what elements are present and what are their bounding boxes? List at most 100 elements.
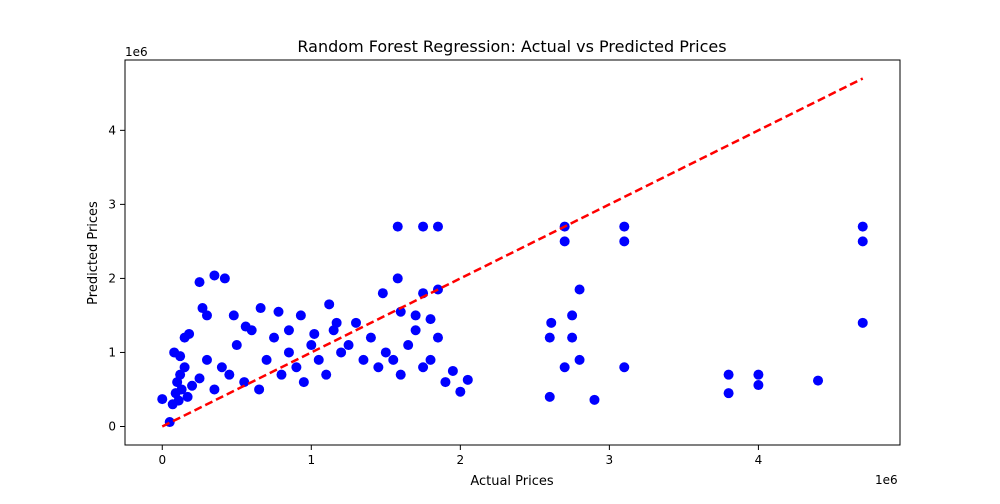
scatter-point xyxy=(462,374,473,385)
scatter-point xyxy=(194,373,205,384)
scatter-point xyxy=(455,386,466,397)
scatter-point xyxy=(857,221,868,232)
y-tick-label: 4 xyxy=(108,123,116,137)
scatter-point xyxy=(176,384,187,395)
scatter-point xyxy=(567,332,578,343)
scatter-point xyxy=(440,377,451,388)
y-tick-label: 2 xyxy=(108,271,116,285)
scatter-point xyxy=(425,354,436,365)
scatter-point xyxy=(157,394,168,405)
x-tick-label: 3 xyxy=(606,453,614,467)
scatter-point xyxy=(187,380,198,391)
scatter-point xyxy=(306,340,317,351)
scatter-point xyxy=(567,310,578,321)
scatter-point xyxy=(216,362,227,373)
scatter-point xyxy=(410,325,421,336)
reference-line-layer xyxy=(161,77,864,428)
scatter-point xyxy=(175,369,186,380)
scatter-point xyxy=(298,377,309,388)
y-tick-label: 3 xyxy=(108,197,116,211)
scatter-point xyxy=(239,377,250,388)
scatter-point xyxy=(313,354,324,365)
scatter-point xyxy=(365,332,376,343)
scatter-point xyxy=(559,236,570,247)
scatter-point xyxy=(261,354,272,365)
scatter-point xyxy=(723,388,734,399)
scatter-point xyxy=(255,303,266,314)
scatter-point xyxy=(544,391,555,402)
scatter-point xyxy=(619,221,630,232)
x-axis-offset-label: 1e6 xyxy=(875,473,898,487)
chart-title: Random Forest Regression: Actual vs Pred… xyxy=(297,37,726,56)
scatter-point xyxy=(179,362,190,373)
scatter-point xyxy=(380,347,391,358)
plot-area-frame xyxy=(124,59,901,446)
scatter-point xyxy=(309,328,320,339)
y-tick-label: 0 xyxy=(108,419,116,433)
scatter-point xyxy=(425,314,436,325)
y-tick-label: 1 xyxy=(108,345,116,359)
scatter-point xyxy=(254,384,265,395)
scatter-point xyxy=(546,317,557,328)
scatter-point xyxy=(392,273,403,284)
points-layer xyxy=(157,221,868,428)
scatter-point xyxy=(418,362,429,373)
scatter-point xyxy=(336,347,347,358)
scatter-point xyxy=(432,332,443,343)
scatter-point xyxy=(358,354,369,365)
scatter-point xyxy=(324,299,335,310)
scatter-point xyxy=(418,221,429,232)
scatter-point xyxy=(194,277,205,288)
scatter-point xyxy=(410,310,421,321)
scatter-point xyxy=(173,395,184,406)
scatter-point xyxy=(197,303,208,314)
scatter-point xyxy=(273,306,284,317)
y-axis-ticks: 0 1 2 3 4 xyxy=(108,123,125,433)
scatter-point xyxy=(182,391,193,402)
scatter-point xyxy=(813,375,824,386)
scatter-point xyxy=(321,369,332,380)
scatter-point xyxy=(447,365,458,376)
x-axis-ticks: 0 1 2 3 4 xyxy=(158,445,762,467)
scatter-point xyxy=(231,340,242,351)
scatter-point xyxy=(228,310,239,321)
scatter-point xyxy=(331,317,342,328)
scatter-point xyxy=(432,221,443,232)
scatter-point xyxy=(295,310,306,321)
scatter-point xyxy=(574,354,585,365)
scatter-point xyxy=(209,270,220,281)
scatter-point xyxy=(373,362,384,373)
scatter-point xyxy=(175,351,186,362)
scatter-point xyxy=(283,325,294,336)
scatter-point xyxy=(857,236,868,247)
scatter-point xyxy=(619,362,630,373)
scatter-point xyxy=(351,317,362,328)
scatter-point xyxy=(276,369,287,380)
scatter-point xyxy=(179,332,190,343)
scatter-point xyxy=(283,347,294,358)
scatter-point xyxy=(723,369,734,380)
x-tick-label: 4 xyxy=(755,453,763,467)
scatter-point xyxy=(589,394,600,405)
x-tick-label: 1 xyxy=(307,453,315,467)
scatter-point xyxy=(291,362,302,373)
scatter-point xyxy=(219,273,230,284)
scatter-point xyxy=(574,284,585,295)
scatter-point xyxy=(240,321,251,332)
scatter-point xyxy=(392,221,403,232)
scatter-point xyxy=(753,380,764,391)
scatter-point xyxy=(201,310,212,321)
scatter-point xyxy=(403,340,414,351)
scatter-point xyxy=(753,369,764,380)
scatter-point xyxy=(377,288,388,299)
scatter-point xyxy=(544,332,555,343)
y-axis-offset-label: 1e6 xyxy=(125,45,148,59)
scatter-point xyxy=(269,332,280,343)
scatter-point xyxy=(224,369,235,380)
x-tick-label: 0 xyxy=(158,453,166,467)
scatter-point xyxy=(395,306,406,317)
scatter-point xyxy=(209,384,220,395)
scatter-point xyxy=(559,362,570,373)
